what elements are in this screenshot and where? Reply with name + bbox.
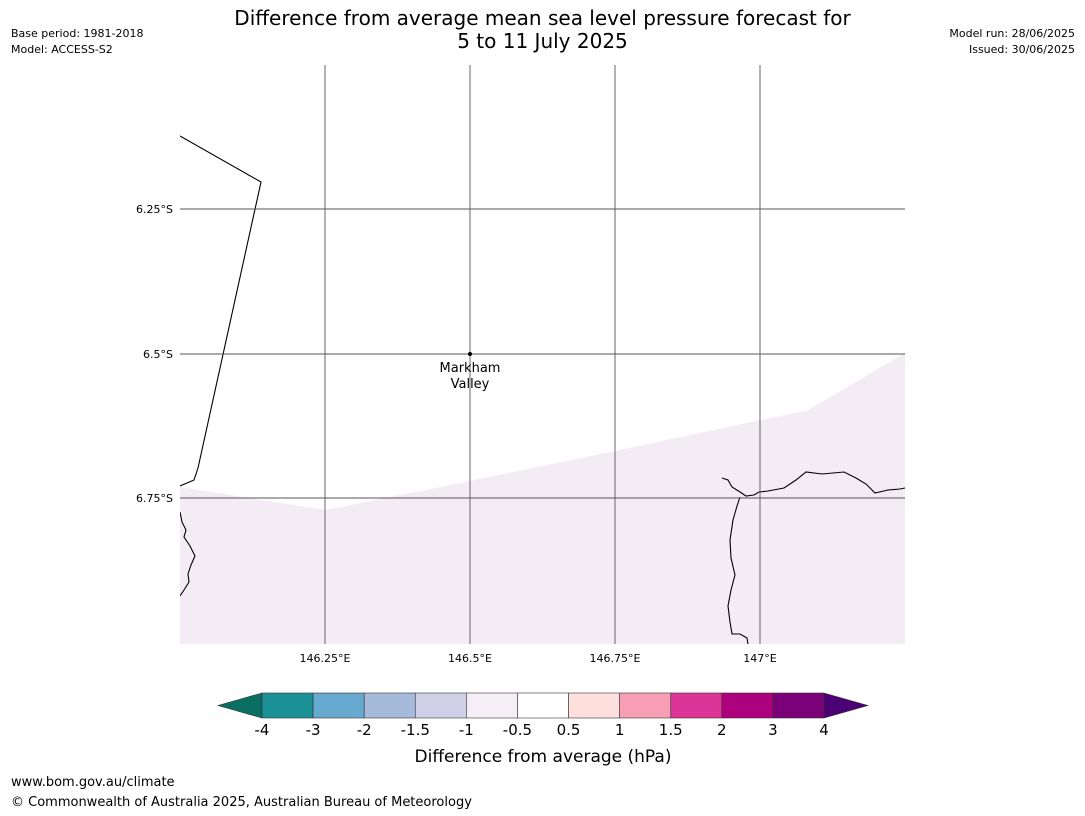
colorbar-tick-label: 4	[819, 721, 829, 739]
model-text: Model: ACCESS-S2	[11, 43, 113, 56]
lat-label-6-75: 6.75°S	[136, 492, 173, 505]
title-line-1: Difference from average mean sea level p…	[234, 6, 851, 30]
colorbar-tick-label: -3	[306, 721, 321, 739]
colorbar-cell	[312, 692, 365, 719]
lon-label-147: 147°E	[743, 652, 776, 665]
colorbar-over-arrow	[823, 692, 870, 719]
colorbar-cell	[568, 692, 620, 719]
colorbar: -4 -3 -2 -1.5 -1 -0.5 0.5 1 1.5 2 3 4 Difference fr…	[216, 692, 870, 767]
lon-label-146-75: 146.75°E	[590, 652, 641, 665]
base-period-text: Base period: 1981-2018	[11, 27, 144, 40]
river-coast	[727, 496, 749, 644]
model-run-text: Model run: 28/06/2025	[949, 27, 1075, 40]
colorbar-cell	[517, 692, 569, 719]
colorbar-tick-label: 0.5	[557, 721, 581, 739]
colorbar-tick-label: -1.5	[401, 721, 430, 739]
footer-copyright: © Commonwealth of Australia 2025, Austra…	[11, 795, 472, 810]
colorbar-tick-label: 1	[615, 721, 625, 739]
colorbar-cells	[261, 692, 825, 719]
page-title: Difference from average mean sea level p…	[0, 7, 1085, 53]
footer-url[interactable]: www.bom.gov.au/climate	[11, 775, 175, 790]
location-label-line-1: Markham	[440, 361, 501, 376]
colorbar-cell	[619, 692, 672, 719]
colorbar-cell	[261, 692, 314, 719]
colorbar-ticks: -4 -3 -2 -1.5 -1 -0.5 0.5 1 1.5 2 3 4	[255, 721, 829, 739]
lat-label-6-25: 6.25°S	[136, 203, 173, 216]
coastlines	[180, 135, 905, 644]
location-marker	[468, 352, 472, 356]
location-label-line-2: Valley	[451, 377, 490, 392]
lon-label-146-5: 146.5°E	[448, 652, 492, 665]
lon-label-146-25: 146.25°E	[300, 652, 351, 665]
colorbar-cell	[721, 692, 774, 719]
lat-label-6-5: 6.5°S	[143, 348, 173, 361]
title-line-2: 5 to 11 July 2025	[457, 29, 628, 53]
metadata-left: Base period: 1981-2018 Model: ACCESS-S2	[11, 26, 143, 58]
colorbar-cell	[414, 692, 467, 719]
colorbar-tick-label: -2	[357, 721, 372, 739]
metadata-right: Model run: 28/06/2025 Issued: 30/06/2025	[949, 26, 1075, 58]
colorbar-tick-label: 1.5	[659, 721, 683, 739]
coastline-west-lower	[180, 511, 196, 597]
colorbar-tick-label: -1	[459, 721, 474, 739]
colorbar-cell	[466, 692, 518, 719]
colorbar-tick-label: -4	[255, 721, 270, 739]
colorbar-tick-label: 2	[717, 721, 727, 739]
coastline-east	[721, 471, 905, 497]
anomaly-shading	[180, 353, 905, 644]
colorbar-cell	[670, 692, 723, 719]
colorbar-tick-label: -0.5	[503, 721, 532, 739]
colorbar-tick-label: 3	[768, 721, 778, 739]
colorbar-cell	[772, 692, 825, 719]
map-panel	[180, 65, 905, 644]
issued-text: Issued: 30/06/2025	[968, 43, 1075, 56]
colorbar-under-arrow	[216, 692, 263, 719]
colorbar-label: Difference from average (hPa)	[415, 747, 672, 767]
colorbar-cell	[363, 692, 416, 719]
coastline-west	[180, 135, 262, 487]
